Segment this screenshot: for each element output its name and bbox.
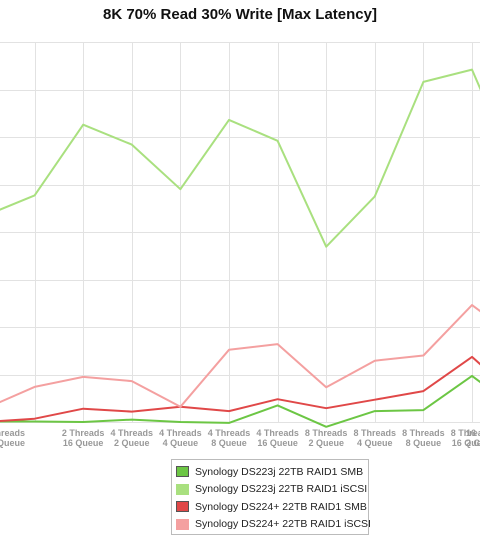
- legend-item-4[interactable]: Synology DS224+ 22TB RAID1 iSCSI: [176, 516, 371, 534]
- legend-item-1[interactable]: Synology DS223j 22TB RAID1 SMB: [176, 463, 364, 481]
- x-tick-label: 16 Queue: [63, 438, 104, 448]
- x-tick-label: 4 Queue: [163, 438, 199, 448]
- x-tick-label: 2 Queue: [308, 438, 344, 448]
- x-tick-label: 2 Threads: [62, 428, 105, 438]
- chart-title: 8K 70% Read 30% Write [Max Latency]: [103, 6, 377, 23]
- legend-swatch: [176, 518, 189, 530]
- x-tick-label: 8 Queue: [211, 438, 247, 448]
- legend-swatch: [176, 466, 189, 478]
- x-tick-label: Threads: [0, 428, 25, 438]
- series-line-3: [0, 355, 480, 423]
- series-line-1: [0, 374, 480, 428]
- x-tick-label: 8 Threads: [402, 428, 445, 438]
- x-tick-label: 4 Threads: [256, 428, 299, 438]
- x-tick-label: 8 Queue: [406, 438, 442, 448]
- x-tick-label: 4 Threads: [111, 428, 154, 438]
- x-tick-label: 8 Threads: [451, 428, 480, 438]
- x-tick-label: 16 Queue: [257, 438, 298, 448]
- x-tick-label: 4 Threads: [208, 428, 251, 438]
- series-layer: [0, 68, 480, 428]
- x-tick-label: Queue: [0, 438, 25, 448]
- series-line-4: [0, 304, 480, 408]
- x-tick-label: 2 Queue: [114, 438, 150, 448]
- x-tick-label: 4 Threads: [159, 428, 202, 438]
- chart-legend: Synology DS223j 22TB RAID1 SMB Synology D…: [171, 459, 371, 535]
- legend-item-2[interactable]: Synology DS223j 22TB RAID1 iSCSI: [176, 481, 368, 499]
- legend-item-3[interactable]: Synology DS224+ 22TB RAID1 SMB: [176, 498, 367, 516]
- x-tick-label: 2 C: [466, 438, 480, 448]
- series-line-2: [0, 68, 480, 248]
- x-tick-label: 8 Threads: [305, 428, 348, 438]
- legend-swatch: [176, 501, 189, 513]
- legend-label: Synology DS224+ 22TB RAID1 iSCSI: [195, 518, 371, 531]
- grid-layer: [0, 42, 480, 423]
- x-tick-label: 4 Queue: [357, 438, 393, 448]
- legend-label: Synology DS224+ 22TB RAID1 SMB: [195, 500, 367, 513]
- x-tick-label: 16 Queue: [452, 438, 480, 448]
- x-tick-label: 16: [466, 428, 476, 438]
- legend-swatch: [176, 483, 189, 495]
- legend-label: Synology DS223j 22TB RAID1 SMB: [195, 465, 364, 478]
- legend-label: Synology DS223j 22TB RAID1 iSCSI: [195, 483, 368, 496]
- x-tick-label: 8 Threads: [354, 428, 397, 438]
